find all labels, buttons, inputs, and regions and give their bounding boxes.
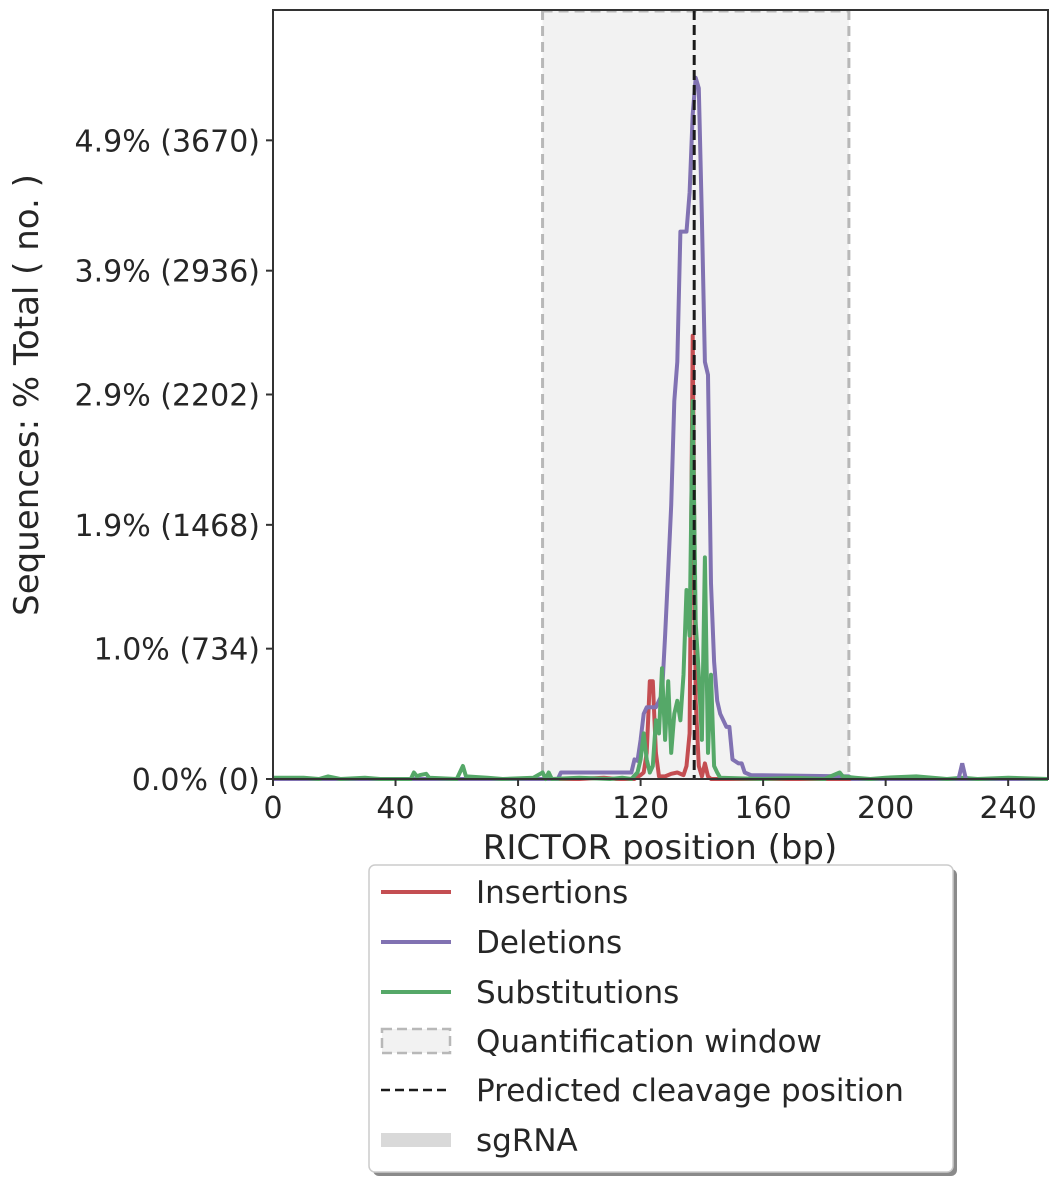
x-tick-label: 120 (612, 791, 669, 826)
y-tick-label: 3.9% (2936) (74, 255, 260, 290)
legend-window-swatch (380, 1027, 452, 1055)
x-tick-label: 200 (857, 791, 914, 826)
series-line-deletions (273, 75, 1048, 781)
legend-sgrna-label: sgRNA (476, 1123, 578, 1159)
legend-deletions-label: Deletions (476, 925, 622, 961)
y-tick-label: 1.0% (734) (94, 633, 260, 668)
y-axis-ticks: 0.0% (0) 1.0% (734) 1.9% (1468) 2.9% (2202)… (74, 124, 273, 798)
legend-window-label: Quantification window (476, 1024, 822, 1060)
x-tick-label: 160 (734, 791, 791, 826)
y-tick-label: 1.9% (1468) (74, 509, 260, 544)
y-tick-label: 2.9% (2202) (74, 379, 260, 414)
legend-box (368, 864, 954, 1173)
legend-cleavage-label: Predicted cleavage position (476, 1073, 904, 1109)
legend-insertions-label: Insertions (476, 875, 628, 911)
x-tick-label: 40 (376, 791, 414, 826)
x-axis-ticks: 0 40 80 120 160 200 240 (263, 779, 1037, 826)
x-tick-label: 80 (499, 791, 537, 826)
x-tick-label: 0 (263, 791, 282, 826)
sgrna-marker (956, 762, 968, 780)
x-tick-label: 240 (980, 791, 1037, 826)
y-axis-title: Sequences: % Total ( no. ) (7, 174, 47, 616)
legend-sgrna-swatch (381, 1133, 451, 1147)
y-tick-label: 0.0% (0) (132, 763, 260, 798)
legend-substitutions-label: Substitutions (476, 975, 679, 1011)
y-tick-label: 4.9% (3670) (74, 124, 260, 159)
legend: Insertions Deletions Substitutions Quant… (368, 864, 957, 1176)
x-axis-title: RICTOR position (bp) (483, 828, 838, 868)
